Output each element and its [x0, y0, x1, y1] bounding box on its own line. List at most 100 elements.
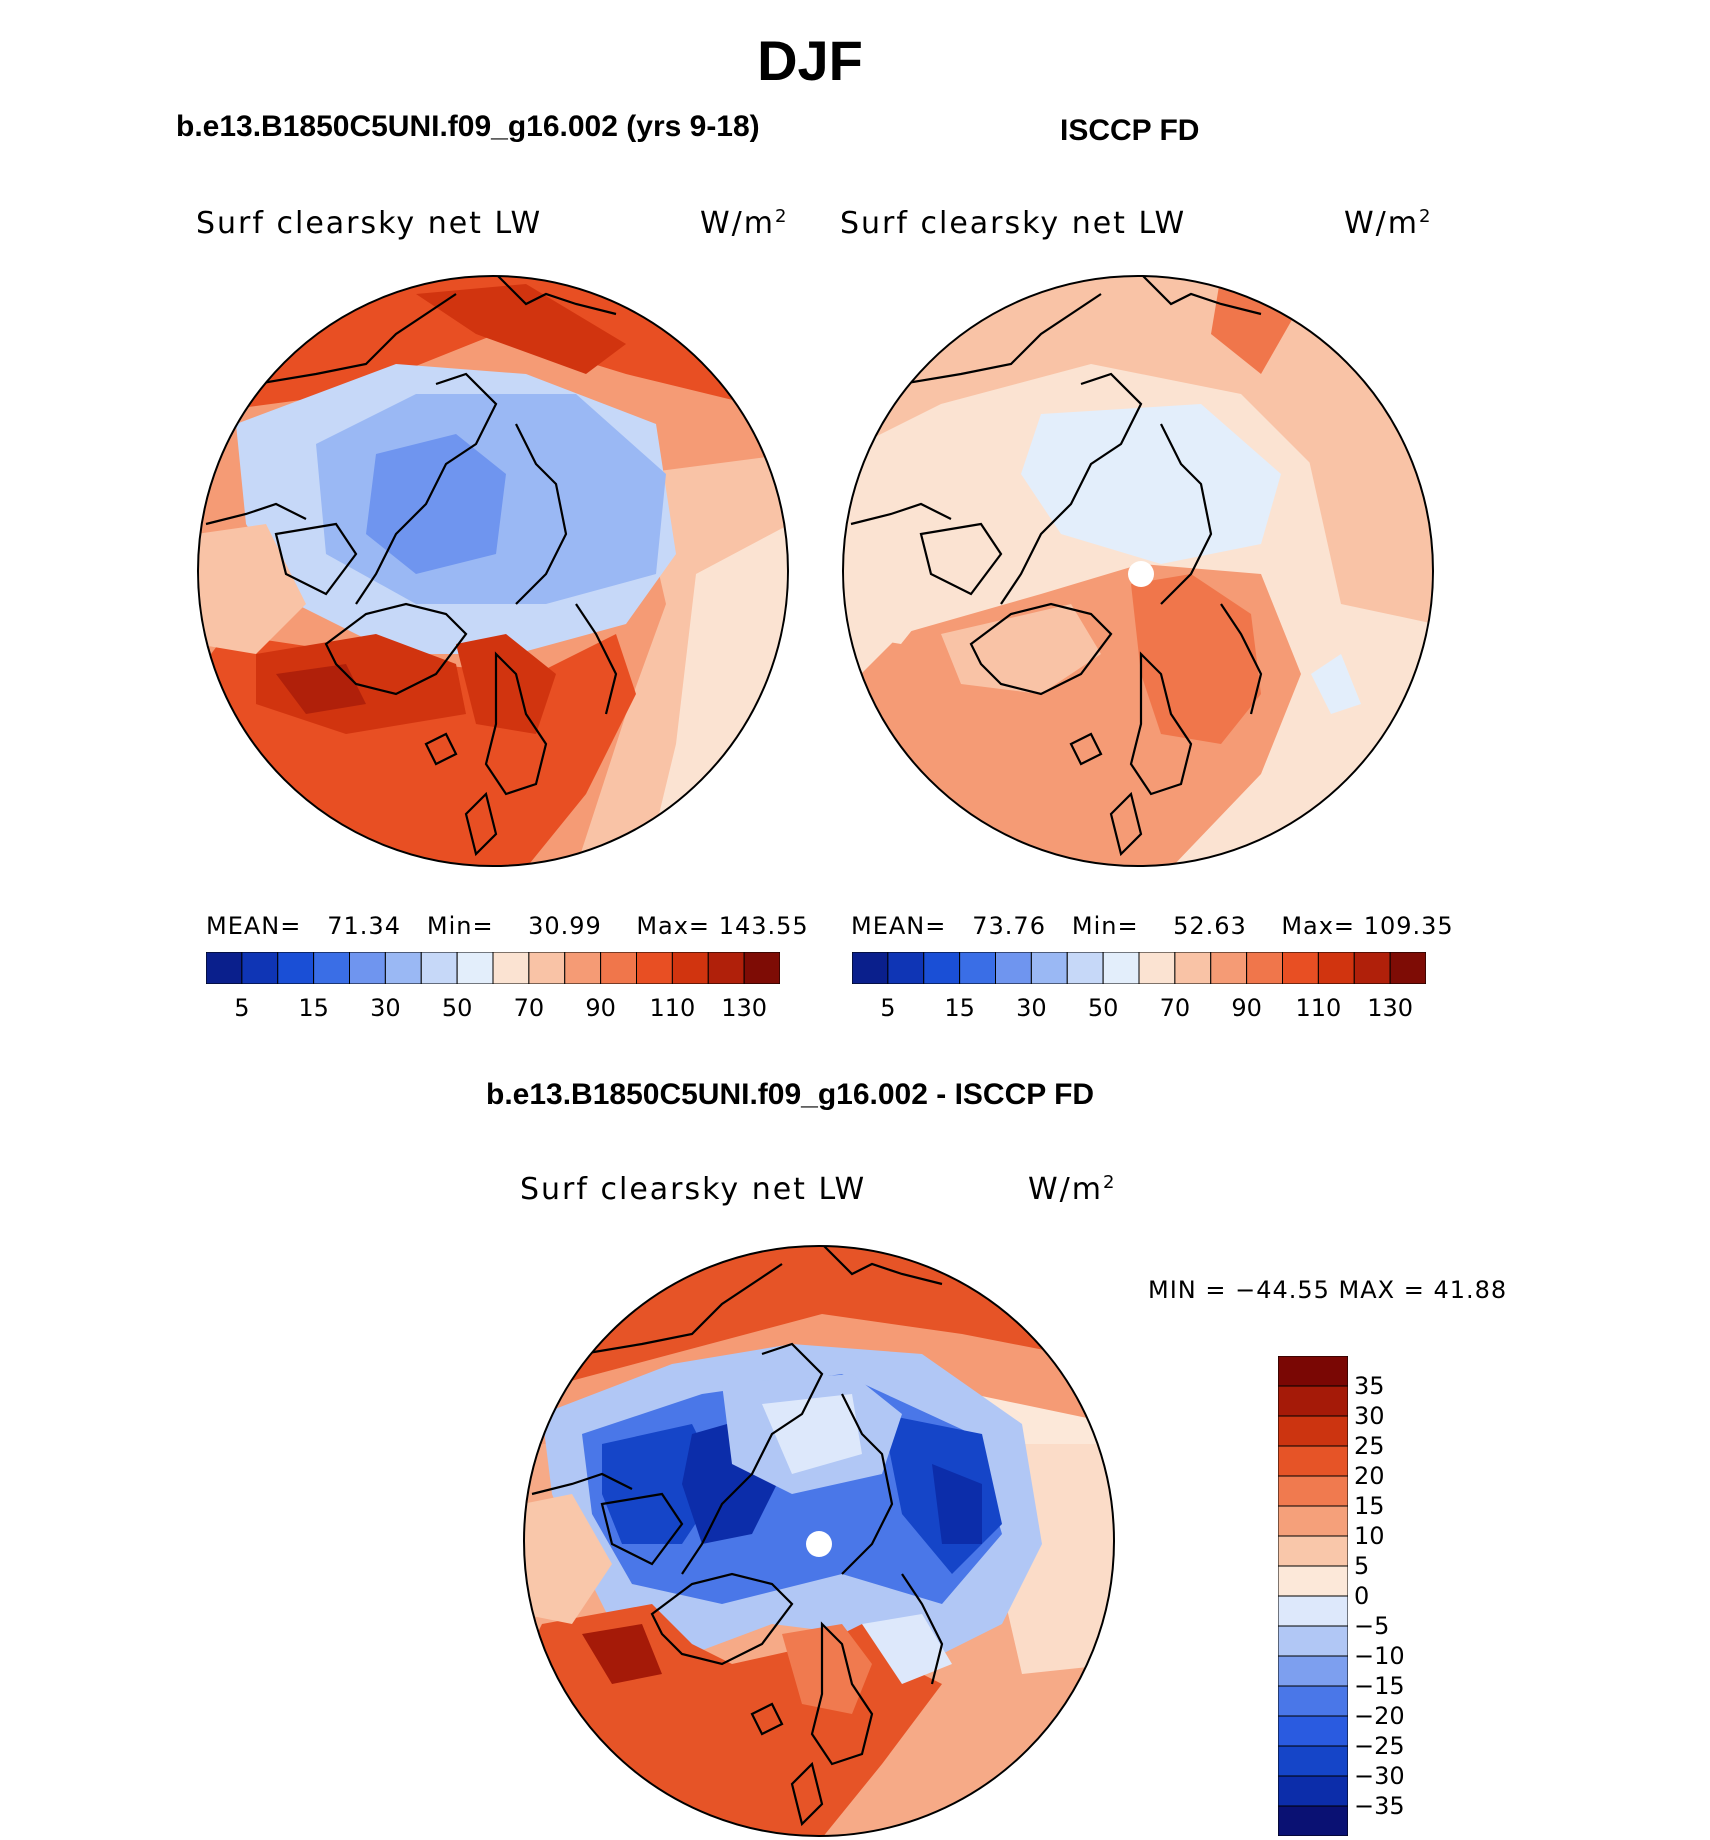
model-polar-map — [197, 275, 789, 867]
colorbar-swatch — [241, 952, 279, 984]
main-title: DJF — [757, 29, 863, 92]
model-panel-title: b.e13.B1850C5UNI.f09_g16.002 (yrs 9-18) — [176, 110, 760, 143]
diff-unit: W/m2 — [1028, 1172, 1117, 1207]
colorbar-tick-label: 50 — [441, 994, 473, 1022]
colorbar-swatch — [1278, 1595, 1348, 1627]
colorbar-tick-label: 0 — [1354, 1582, 1370, 1610]
colorbar-swatch — [1066, 952, 1104, 984]
colorbar-swatch — [743, 952, 780, 984]
model-colorbar — [206, 952, 780, 984]
model-stats: MEAN= 71.34 Min= 30.99 Max= 143.55 — [206, 912, 809, 940]
colorbar-tick-label: 25 — [1354, 1432, 1385, 1460]
colorbar-swatch — [1278, 1385, 1348, 1417]
colorbar-tick-label: 15 — [298, 994, 329, 1022]
colorbar-swatch — [1278, 1535, 1348, 1567]
colorbar-swatch — [1278, 1655, 1348, 1687]
colorbar-swatch — [959, 952, 996, 984]
colorbar-swatch — [707, 952, 745, 984]
colorbar-tick-label: −35 — [1354, 1792, 1405, 1820]
colorbar-swatch — [349, 952, 386, 984]
colorbar-swatch — [1278, 1715, 1348, 1747]
colorbar-swatch — [1174, 952, 1212, 984]
colorbar-tick-label: 110 — [1295, 994, 1342, 1022]
colorbar-swatch — [1317, 952, 1355, 984]
colorbar-swatch — [1278, 1445, 1348, 1477]
colorbar-tick-label: −10 — [1354, 1642, 1405, 1670]
obs-field-label: Surf clearsky net LW — [840, 206, 1187, 241]
colorbar-tick-label: −5 — [1354, 1612, 1390, 1640]
colorbar-swatch — [1278, 1505, 1348, 1537]
colorbar-tick-label: 90 — [585, 994, 616, 1022]
colorbar-tick-label: 15 — [1354, 1492, 1385, 1520]
colorbar-swatch — [1030, 952, 1068, 984]
diff-minmax: MIN = −44.55 MAX = 41.88 — [1148, 1276, 1508, 1304]
diff-colorbar-ticks: 35 30 25 20 15 10 5 0 −5 −10 −15 −20 −25 −30 −35 — [1354, 1356, 1444, 1836]
colorbar-swatch — [1282, 952, 1319, 984]
colorbar-swatch — [1138, 952, 1176, 984]
colorbar-swatch — [671, 952, 709, 984]
colorbar-tick-label: 90 — [1231, 994, 1262, 1022]
obs-unit: W/m2 — [1344, 206, 1433, 241]
diff-panel-title: b.e13.B1850C5UNI.f09_g16.002 - ISCCP FD — [486, 1078, 1095, 1111]
obs-colorbar-ticks: 5 15 30 50 70 90 110 130 — [852, 994, 1426, 1024]
colorbar-swatch — [1278, 1625, 1348, 1657]
colorbar-tick-label: 5 — [880, 994, 896, 1022]
colorbar-tick-label: −20 — [1354, 1702, 1405, 1730]
obs-stats: MEAN= 73.76 Min= 52.63 Max= 109.35 — [851, 912, 1454, 940]
colorbar-tick-label: 50 — [1087, 994, 1119, 1022]
colorbar-tick-label: −30 — [1354, 1762, 1405, 1790]
colorbar-tick-label: 130 — [721, 994, 768, 1022]
colorbar-swatch — [1278, 1685, 1348, 1717]
colorbar-swatch — [887, 952, 925, 984]
diff-colorbar — [1278, 1356, 1348, 1836]
colorbar-swatch — [1246, 952, 1283, 984]
colorbar-swatch — [600, 952, 637, 984]
model-field-label: Surf clearsky net LW — [196, 206, 543, 241]
obs-polar-map — [842, 275, 1434, 867]
colorbar-tick-label: −25 — [1354, 1732, 1405, 1760]
colorbar-swatch — [1278, 1775, 1348, 1807]
colorbar-tick-label: 30 — [1016, 994, 1047, 1022]
diff-polar-map — [523, 1245, 1115, 1837]
colorbar-tick-label: 5 — [1354, 1552, 1370, 1580]
colorbar-tick-label: 10 — [1354, 1522, 1385, 1550]
colorbar-swatch — [1278, 1805, 1348, 1836]
model-unit: W/m2 — [700, 206, 789, 241]
colorbar-tick-label: 70 — [1159, 994, 1191, 1022]
colorbar-tick-label: 35 — [1354, 1372, 1385, 1400]
colorbar-tick-label: 20 — [1354, 1462, 1385, 1490]
colorbar-swatch — [206, 952, 243, 984]
colorbar-swatch — [1278, 1745, 1348, 1777]
colorbar-tick-label: 15 — [944, 994, 975, 1022]
obs-colorbar — [852, 952, 1426, 984]
model-colorbar-ticks: 5 15 30 50 70 90 110 130 — [206, 994, 780, 1024]
colorbar-swatch — [277, 952, 315, 984]
colorbar-swatch — [564, 952, 602, 984]
colorbar-swatch — [636, 952, 673, 984]
colorbar-tick-label: 70 — [513, 994, 545, 1022]
colorbar-tick-label: −15 — [1354, 1672, 1405, 1700]
colorbar-tick-label: 5 — [234, 994, 250, 1022]
colorbar-swatch — [384, 952, 422, 984]
colorbar-swatch — [1278, 1475, 1348, 1507]
colorbar-swatch — [313, 952, 350, 984]
colorbar-swatch — [420, 952, 458, 984]
colorbar-tick-label: 110 — [649, 994, 696, 1022]
colorbar-swatch — [456, 952, 494, 984]
colorbar-tick-label: 30 — [1354, 1402, 1385, 1430]
diff-field-label: Surf clearsky net LW — [520, 1172, 867, 1207]
colorbar-swatch — [1278, 1356, 1348, 1387]
colorbar-swatch — [1210, 952, 1248, 984]
obs-panel-title: ISCCP FD — [1060, 114, 1200, 147]
colorbar-swatch — [528, 952, 566, 984]
colorbar-swatch — [923, 952, 961, 984]
colorbar-swatch — [852, 952, 889, 984]
colorbar-swatch — [995, 952, 1032, 984]
colorbar-swatch — [1278, 1565, 1348, 1597]
colorbar-tick-label: 30 — [370, 994, 401, 1022]
colorbar-tick-label: 130 — [1367, 994, 1414, 1022]
colorbar-swatch — [1102, 952, 1140, 984]
colorbar-swatch — [1353, 952, 1391, 984]
colorbar-swatch — [1389, 952, 1426, 984]
colorbar-swatch — [492, 952, 530, 984]
